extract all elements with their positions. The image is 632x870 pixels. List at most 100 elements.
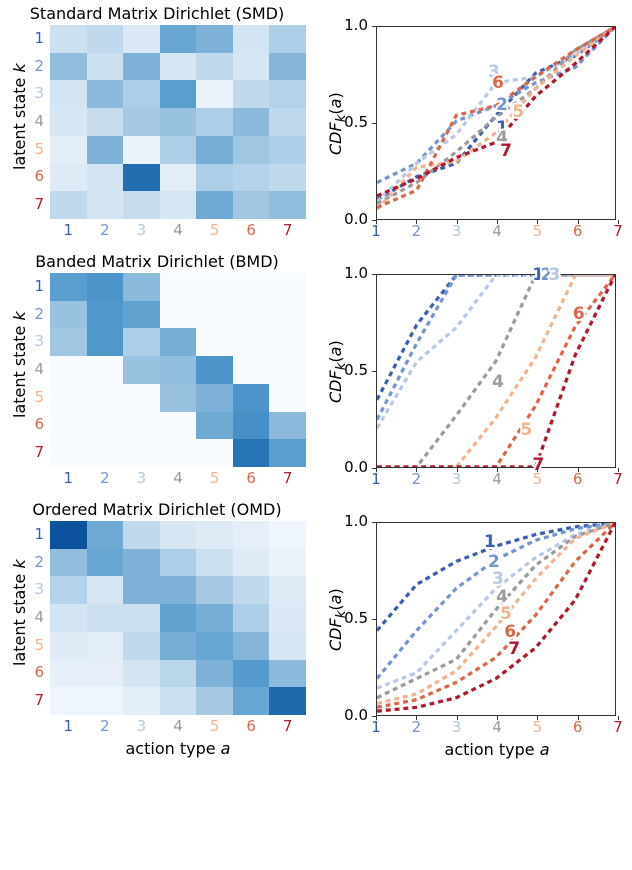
heatmap-cell [87,576,124,604]
heatmap-xtick: 3 [126,469,156,487]
cdf-xtick: 2 [401,470,431,488]
heatmap-cell [160,164,197,192]
heatmap-cell [269,136,306,164]
cdf-xtick: 7 [603,222,632,240]
heatmap-cell [233,439,270,467]
heatmap-ylabel: latent state k [10,311,29,418]
heatmap-cell [87,521,124,549]
heatmap-cell [160,80,197,108]
panel-title: Banded Matrix Dirichlet (BMD) [10,252,304,271]
heatmap-cell [160,136,197,164]
heatmap-cell [50,604,87,632]
heatmap-cell [50,576,87,604]
heatmap-cell [233,549,270,577]
heatmap-xtick: 5 [200,221,230,239]
heatmap-cell [269,632,306,660]
heatmap-ytick: 7 [14,195,44,213]
heatmap-cell [123,25,160,53]
cdf-xtick: 6 [563,222,593,240]
heatmap-cell [50,53,87,81]
cdf-line-label: 7 [500,141,512,161]
heatmap-cell [196,521,233,549]
heatmap-xtick: 5 [200,469,230,487]
heatmap-cell [196,328,233,356]
heatmap-cell [123,80,160,108]
heatmap-cell [87,439,124,467]
cdf-xtick: 2 [401,222,431,240]
heatmap-xtick: 6 [236,717,266,735]
heatmap-cell [196,687,233,715]
heatmap-cell [50,191,87,219]
heatmap-cell [269,80,306,108]
cdf-xtick: 4 [482,470,512,488]
heatmap-cell [87,412,124,440]
cdf-xtick: 7 [603,470,632,488]
heatmap-ylabel: latent state k [10,559,29,666]
cdf-panel-smd: 123456712345670.00.51.0CDFk(a) [322,4,622,246]
heatmap-cell [123,549,160,577]
heatmap-cell [123,53,160,81]
heatmap-cell [123,356,160,384]
cdf-ytick: 1.0 [328,264,368,282]
heatmap-cell [196,108,233,136]
heatmap-cell [87,80,124,108]
heatmap-cell [160,25,197,53]
heatmap-cell [196,191,233,219]
heatmap-cell [269,604,306,632]
heatmap-cell [87,273,124,301]
heatmap-cell [196,439,233,467]
heatmap-cell [160,328,197,356]
heatmap-panel-omd: Ordered Matrix Dirichlet (OMD)1234567123… [10,500,304,765]
heatmap-cell [269,687,306,715]
cdf-ytick: 0.0 [328,210,368,228]
heatmap-cell [50,356,87,384]
heatmap-ytick: 1 [14,277,44,295]
heatmap-cell [269,25,306,53]
heatmap-xtick: 1 [53,717,83,735]
heatmap-cell [160,576,197,604]
heatmap-cell [196,412,233,440]
heatmap-cell [87,164,124,192]
heatmap-ytick: 6 [14,663,44,681]
heatmap-cell [160,660,197,688]
heatmap-ytick: 6 [14,415,44,433]
cdf-xtick: 6 [563,470,593,488]
heatmap-xtick: 1 [53,221,83,239]
heatmap-xlabel: action type a [50,739,306,758]
heatmap-cell [269,108,306,136]
heatmap-cell [269,439,306,467]
heatmap-xtick: 7 [273,221,303,239]
heatmap-cell [87,660,124,688]
heatmap-xtick: 6 [236,221,266,239]
heatmap-cell [233,136,270,164]
cdf-xtick: 2 [401,718,431,736]
heatmap-cell [87,632,124,660]
heatmap-cell [123,301,160,329]
heatmap-cell [233,356,270,384]
heatmap-cell [160,439,197,467]
panel-title: Standard Matrix Dirichlet (SMD) [10,4,304,23]
heatmap-cell [50,439,87,467]
heatmap-cell [196,80,233,108]
heatmap-cell [160,53,197,81]
cdf-xtick: 7 [603,718,632,736]
heatmap-cell [269,660,306,688]
heatmap-cell [123,521,160,549]
heatmap-cell [196,660,233,688]
heatmap-xtick: 2 [90,221,120,239]
cdf-ytick: 0.0 [328,706,368,724]
cdf-line-4 [377,27,615,204]
cdf-ytick: 1.0 [328,16,368,34]
heatmap-cell [50,273,87,301]
heatmap-cell [50,301,87,329]
heatmap-cell [123,328,160,356]
heatmap-cell [233,660,270,688]
cdf-xtick: 3 [442,470,472,488]
heatmap-ytick: 7 [14,443,44,461]
heatmap-xtick: 3 [126,221,156,239]
heatmap-cell [50,80,87,108]
heatmap-cell [269,328,306,356]
heatmap-cell [87,549,124,577]
heatmap-cell [87,301,124,329]
heatmap-cell [87,53,124,81]
